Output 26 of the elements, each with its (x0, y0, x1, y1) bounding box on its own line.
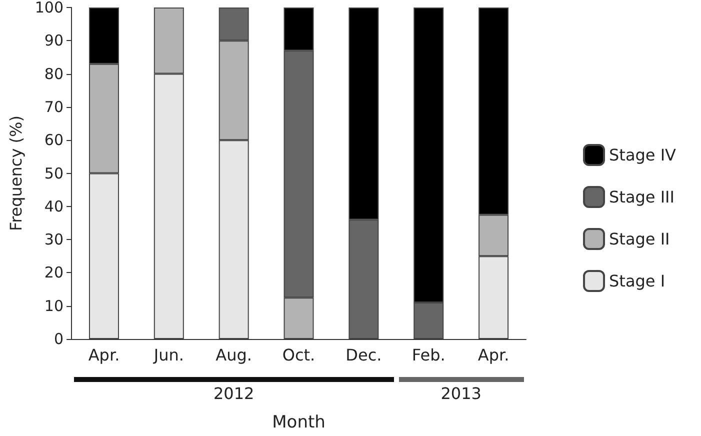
legend-label: Stage III (609, 188, 674, 206)
y-tick-label: 60 (44, 131, 64, 150)
x-tick-label: Aug. (216, 346, 252, 364)
legend-label: Stage IV (609, 146, 676, 164)
x-axis-title: Month (272, 412, 326, 432)
x-tick-label: Jun. (152, 346, 184, 364)
y-tick-label: 90 (44, 32, 64, 50)
y-tick-label: 40 (44, 197, 64, 216)
legend-label: Stage I (609, 272, 666, 290)
y-tick-label: 30 (44, 230, 64, 249)
y-tick-label: 70 (44, 98, 64, 116)
text: 2013 (440, 384, 482, 403)
x-tick-label: Dec. (346, 346, 382, 364)
x-tick-label: Oct. (282, 346, 316, 364)
y-tick-label: 10 (44, 296, 64, 315)
y-tick-label: 0 (54, 330, 64, 348)
x-tick-label: Apr. (478, 346, 510, 364)
y-tick-label: 50 (44, 164, 64, 182)
y-axis-title: Frequency (%) (6, 116, 26, 231)
x-tick-label: Feb. (412, 346, 446, 364)
text: 2012 (213, 384, 254, 403)
y-tick-label: 80 (44, 64, 64, 83)
y-tick-label: 20 (44, 264, 64, 282)
x-tick-label: Apr. (88, 346, 120, 364)
legend-label: Stage II (609, 230, 670, 248)
y-tick-label: 100 (34, 0, 64, 16)
